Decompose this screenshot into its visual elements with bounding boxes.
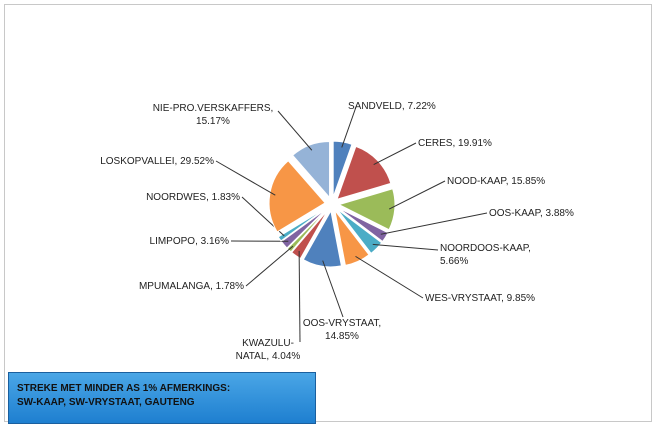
pie-slice — [277, 207, 327, 242]
data-label: NOOD-KAAP, 15.85% — [447, 176, 546, 187]
pie-slice — [268, 160, 326, 233]
leader-line — [298, 251, 301, 343]
leader-line — [277, 110, 313, 151]
leader-line — [373, 142, 417, 165]
chart-frame — [4, 4, 652, 422]
data-label: LOSKOPVALLEI, 29.52% — [100, 156, 214, 167]
data-label: NOORDWES, 1.83% — [146, 192, 240, 203]
data-label: OOS-VRYSTAAT, 14.85% — [302, 318, 382, 342]
data-label: MPUMALANGA, 1.78% — [138, 281, 244, 292]
data-label: WES-VRYSTAAT, 9.85% — [425, 293, 536, 304]
data-label: LIMPOPO, 3.16% — [149, 236, 229, 247]
annotation-box: STREKE MET MINDER AS 1% AFMERKINGS: SW-K… — [8, 372, 316, 424]
leader-line — [355, 255, 424, 299]
pie-slice — [290, 209, 329, 260]
leader-line — [388, 180, 446, 210]
data-label: CERES, 19.91% — [418, 138, 492, 149]
leader-line — [215, 160, 276, 196]
leader-line — [341, 106, 357, 148]
data-label: SANDVELD, 7.22% — [348, 101, 436, 112]
leader-line — [380, 212, 488, 235]
leader-line — [322, 260, 344, 318]
pie-slice — [332, 140, 353, 198]
leader-line — [372, 243, 439, 251]
pie-slice — [302, 209, 342, 268]
pie-slice — [286, 208, 328, 253]
data-label: OOS-KAAP, 3.88% — [489, 208, 574, 219]
pie-slice — [337, 188, 396, 231]
pie-slice — [291, 140, 331, 199]
annotation-line: STREKE MET MINDER AS 1% AFMERKINGS: — [17, 383, 231, 394]
pie-slice — [336, 208, 383, 255]
leader-line — [245, 245, 294, 287]
data-label: NOORDOOS-KAAP, 5.66% — [440, 243, 531, 267]
annotation-line: SW-KAAP, SW-VRYSTAAT, GAUTENG — [17, 397, 195, 408]
data-label: KWAZULU-NATAL, 4.04% — [235, 338, 301, 362]
pie-slice — [334, 210, 370, 266]
data-label: NIE-PRO.VERSKAFFERS, 15.17% — [152, 103, 274, 127]
pie-slice — [336, 145, 392, 200]
